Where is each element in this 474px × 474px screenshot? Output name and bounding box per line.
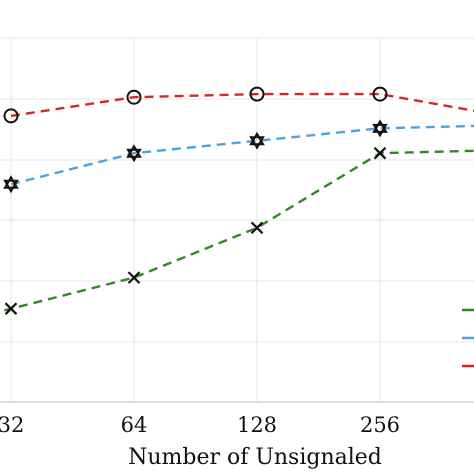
data-point-star (126, 144, 142, 163)
data-point-x (127, 271, 141, 284)
data-point-circle (372, 86, 388, 102)
series-line (10, 124, 474, 186)
data-point-star (249, 131, 265, 150)
data-point-circle (126, 89, 142, 105)
x-tick-label: 64 (121, 413, 148, 437)
x-axis-label: Number of Unsignaled (128, 445, 382, 470)
series-star (3, 119, 474, 194)
x-tick-label: 32 (0, 413, 24, 437)
data-point-x (250, 221, 264, 235)
x-tick-label: 256 (360, 413, 400, 437)
series-line (10, 92, 474, 118)
x-tick-labels: 32 64 128 256 (0, 413, 400, 437)
data-point-star (3, 175, 19, 194)
x-tick-label: 128 (237, 413, 277, 437)
data-point-star (372, 119, 388, 138)
data-point-circle (3, 108, 19, 124)
data-point-x (4, 302, 18, 315)
data-point-circle (249, 86, 265, 102)
legend (462, 308, 474, 368)
series-line (0, 149, 474, 313)
series-circle (3, 86, 474, 124)
series-layer (0, 86, 474, 315)
series-x (0, 146, 474, 315)
data-point-x (373, 146, 387, 160)
grid-lines (0, 37, 474, 402)
